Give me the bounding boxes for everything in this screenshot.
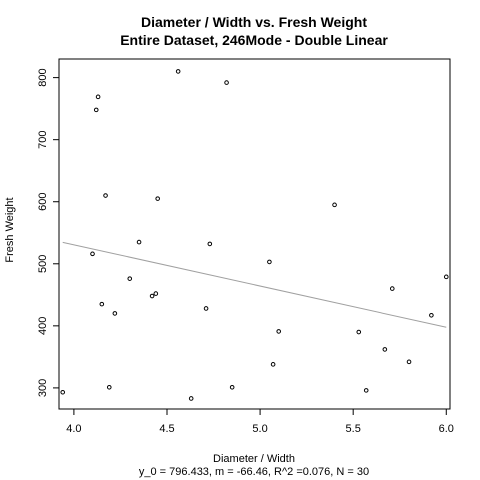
data-point (99, 301, 105, 307)
data-point (229, 384, 235, 390)
data-point (270, 362, 276, 367)
x-tick-label: 6.0 (439, 423, 454, 435)
y-axis-label: Fresh Weight (4, 197, 16, 262)
chart-subtitle: Entire Dataset, 246Mode - Double Linear (120, 32, 388, 48)
data-point (112, 311, 118, 316)
data-point (207, 241, 213, 247)
data-point (93, 107, 99, 113)
data-point (332, 202, 337, 208)
data-point (149, 293, 155, 299)
data-point (90, 251, 95, 257)
y-tick-label: 300 (37, 379, 49, 397)
data-point (153, 291, 159, 296)
chart-caption: y_0 = 796.433, m = -66.46, R^2 =0.076, N… (139, 466, 369, 478)
chart-title: Diameter / Width vs. Fresh Weight (141, 14, 367, 30)
y-tick-label: 400 (37, 317, 49, 335)
data-points (60, 69, 449, 401)
data-point (155, 196, 160, 201)
data-point (60, 389, 66, 395)
data-point (406, 359, 412, 365)
data-point (276, 329, 282, 334)
plot-frame (58, 58, 451, 410)
y-axis: 300 400 500 600 700 800 (37, 68, 59, 397)
data-point (136, 239, 142, 245)
data-point (203, 306, 209, 311)
x-tick-label: 4.0 (66, 423, 81, 435)
data-point (267, 259, 272, 265)
x-tick-label: 5.0 (252, 423, 267, 435)
y-tick-label: 800 (37, 68, 49, 86)
fit-line-layer (62, 241, 447, 328)
data-point (127, 276, 133, 281)
data-point (95, 94, 101, 100)
data-point (106, 384, 112, 390)
x-axis: 4.0 4.5 5.0 5.5 6.0 (66, 409, 454, 435)
data-point (103, 193, 108, 198)
y-tick-label: 500 (37, 255, 49, 273)
data-point (443, 274, 449, 280)
fit-line (62, 241, 447, 328)
data-point (356, 329, 362, 335)
data-point (363, 388, 369, 393)
y-tick-label: 600 (37, 193, 49, 211)
data-point (389, 286, 395, 291)
x-axis-label: Diameter / Width (213, 453, 295, 465)
data-point (382, 347, 388, 352)
x-tick-label: 4.5 (159, 423, 174, 435)
data-point (175, 69, 181, 74)
x-tick-label: 5.5 (346, 423, 361, 435)
data-point (224, 80, 229, 85)
data-point (429, 312, 434, 318)
data-point (188, 396, 194, 401)
y-tick-label: 700 (37, 130, 49, 148)
